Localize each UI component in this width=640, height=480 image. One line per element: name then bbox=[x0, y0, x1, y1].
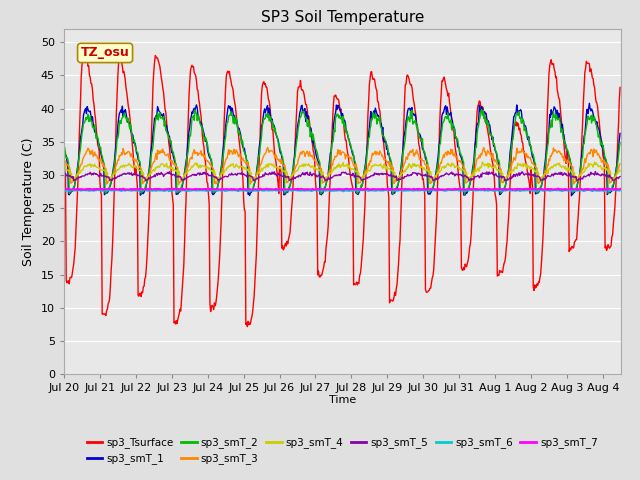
Title: SP3 Soil Temperature: SP3 Soil Temperature bbox=[260, 10, 424, 25]
sp3_smT_6 bbox=[473, 187, 481, 193]
X-axis label: Time: Time bbox=[329, 395, 356, 405]
sp3_smT_5 bbox=[63, 173, 70, 179]
sp3_smT_3 bbox=[264, 144, 271, 150]
sp3_smT_1 bbox=[138, 191, 146, 197]
sp3_smT_5 bbox=[138, 173, 146, 179]
sp3_smT_4 bbox=[472, 168, 480, 174]
sp3_smT_3 bbox=[60, 160, 68, 166]
Line: sp3_smT_7: sp3_smT_7 bbox=[64, 189, 620, 190]
sp3_smT_7 bbox=[63, 186, 70, 192]
sp3_smT_3 bbox=[474, 156, 482, 161]
sp3_smT_2 bbox=[461, 192, 468, 197]
sp3_smT_5 bbox=[473, 173, 481, 179]
sp3_smT_6 bbox=[318, 188, 326, 193]
sp3_smT_7 bbox=[138, 186, 146, 192]
sp3_smT_3 bbox=[63, 163, 70, 168]
sp3_smT_6 bbox=[60, 187, 68, 193]
sp3_Tsurface bbox=[474, 103, 482, 109]
Line: sp3_Tsurface: sp3_Tsurface bbox=[64, 51, 620, 326]
Line: sp3_smT_3: sp3_smT_3 bbox=[64, 147, 620, 185]
sp3_smT_4 bbox=[298, 164, 305, 169]
sp3_smT_6 bbox=[339, 188, 347, 194]
sp3_Tsurface bbox=[320, 264, 328, 270]
sp3_smT_3 bbox=[616, 161, 624, 167]
sp3_smT_6 bbox=[498, 186, 506, 192]
sp3_smT_6 bbox=[460, 188, 467, 194]
sp3_smT_4 bbox=[63, 167, 70, 173]
sp3_Tsurface bbox=[616, 84, 624, 90]
sp3_smT_3 bbox=[299, 148, 307, 154]
sp3_Tsurface bbox=[299, 87, 307, 93]
sp3_smT_5 bbox=[460, 174, 467, 180]
sp3_smT_2 bbox=[459, 157, 467, 163]
sp3_smT_2 bbox=[298, 113, 305, 119]
sp3_Tsurface bbox=[461, 267, 468, 273]
sp3_smT_7 bbox=[319, 186, 327, 192]
sp3_smT_6 bbox=[298, 187, 305, 193]
sp3_smT_2 bbox=[473, 131, 481, 137]
sp3_smT_6 bbox=[616, 188, 624, 193]
sp3_smT_3 bbox=[320, 179, 328, 185]
sp3_smT_1 bbox=[318, 190, 326, 196]
sp3_smT_4 bbox=[60, 167, 68, 172]
sp3_Tsurface bbox=[60, 156, 68, 162]
sp3_smT_4 bbox=[536, 177, 543, 183]
sp3_smT_7 bbox=[616, 186, 624, 192]
sp3_smT_1 bbox=[60, 151, 68, 156]
sp3_smT_6 bbox=[63, 188, 70, 193]
Line: sp3_smT_5: sp3_smT_5 bbox=[64, 171, 620, 181]
sp3_smT_4 bbox=[138, 169, 146, 175]
Legend: sp3_Tsurface, sp3_smT_1, sp3_smT_2, sp3_smT_3, sp3_smT_4, sp3_smT_5, sp3_smT_6, : sp3_Tsurface, sp3_smT_1, sp3_smT_2, sp3_… bbox=[83, 433, 602, 468]
sp3_smT_5 bbox=[591, 168, 599, 174]
sp3_smT_3 bbox=[175, 182, 182, 188]
sp3_smT_4 bbox=[616, 168, 624, 173]
sp3_Tsurface bbox=[63, 277, 70, 283]
sp3_smT_1 bbox=[63, 153, 70, 158]
sp3_smT_7 bbox=[473, 187, 481, 192]
Line: sp3_smT_6: sp3_smT_6 bbox=[64, 189, 620, 191]
sp3_smT_5 bbox=[319, 173, 327, 179]
sp3_smT_7 bbox=[179, 186, 187, 192]
sp3_smT_2 bbox=[616, 140, 624, 145]
sp3_smT_7 bbox=[460, 187, 467, 192]
sp3_smT_4 bbox=[318, 170, 326, 176]
sp3_smT_5 bbox=[60, 170, 68, 176]
sp3_smT_1 bbox=[459, 162, 467, 168]
sp3_smT_2 bbox=[138, 189, 146, 195]
sp3_smT_3 bbox=[138, 168, 146, 174]
sp3_smT_4 bbox=[479, 159, 486, 165]
sp3_smT_1 bbox=[568, 193, 575, 199]
sp3_smT_6 bbox=[138, 188, 146, 193]
sp3_smT_1 bbox=[472, 128, 480, 133]
Line: sp3_smT_4: sp3_smT_4 bbox=[64, 162, 620, 180]
sp3_smT_1 bbox=[586, 100, 593, 106]
Line: sp3_smT_1: sp3_smT_1 bbox=[64, 103, 620, 196]
sp3_smT_5 bbox=[141, 178, 149, 184]
sp3_smT_3 bbox=[461, 166, 468, 171]
Y-axis label: Soil Temperature (C): Soil Temperature (C) bbox=[22, 137, 35, 266]
sp3_smT_7 bbox=[60, 187, 68, 192]
sp3_smT_2 bbox=[63, 156, 70, 161]
sp3_Tsurface bbox=[243, 324, 251, 329]
Line: sp3_smT_2: sp3_smT_2 bbox=[64, 110, 620, 194]
sp3_smT_1 bbox=[298, 103, 305, 109]
sp3_smT_1 bbox=[616, 131, 624, 136]
sp3_smT_5 bbox=[298, 171, 306, 177]
sp3_smT_2 bbox=[477, 107, 485, 113]
sp3_smT_7 bbox=[298, 186, 306, 192]
sp3_smT_2 bbox=[318, 190, 326, 195]
Text: TZ_osu: TZ_osu bbox=[81, 47, 129, 60]
sp3_smT_5 bbox=[616, 174, 624, 180]
sp3_Tsurface bbox=[81, 48, 89, 54]
sp3_smT_7 bbox=[573, 187, 581, 193]
sp3_smT_4 bbox=[459, 167, 467, 173]
sp3_smT_2 bbox=[60, 143, 68, 148]
sp3_Tsurface bbox=[139, 290, 147, 296]
